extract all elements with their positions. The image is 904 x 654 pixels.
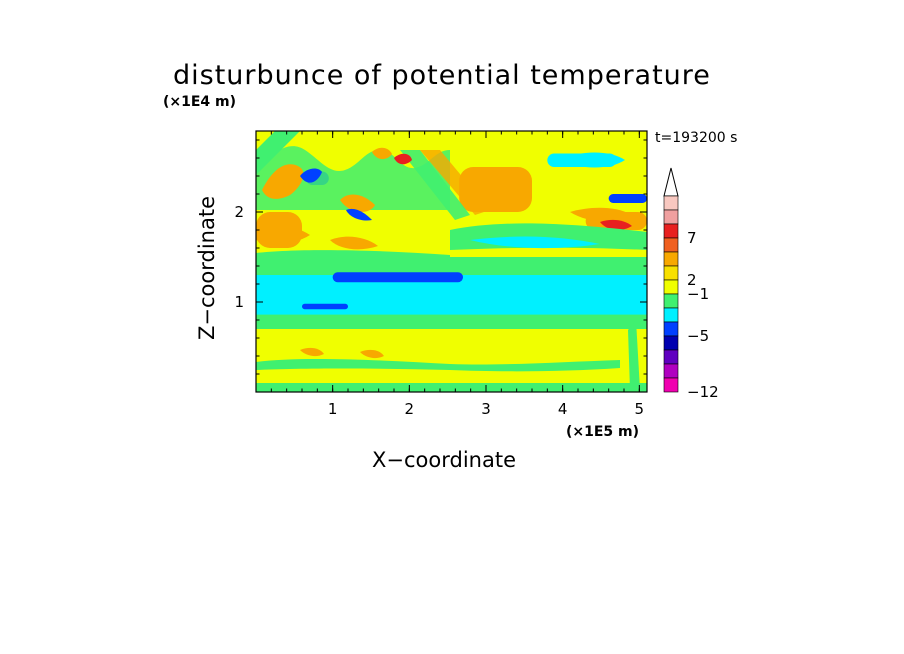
- x-tick-label: 4: [558, 400, 568, 418]
- colorbar-swatch: [663, 363, 679, 379]
- colorbar-swatch: [663, 293, 679, 309]
- colorbar-swatch: [663, 195, 679, 211]
- colorbar-label: −1: [687, 285, 709, 303]
- y-axis-ticks: 12: [234, 139, 647, 375]
- contour-region: [256, 383, 647, 392]
- colorbar-extend-arrow: [663, 167, 679, 197]
- x-tick-label: 2: [405, 400, 415, 418]
- x-tick-label: 3: [481, 400, 491, 418]
- contour-region: [332, 272, 463, 283]
- colorbar-swatch: [663, 251, 679, 267]
- plot-frame: [255, 130, 648, 393]
- contour-region: [256, 329, 647, 388]
- contour-region: [302, 303, 348, 310]
- y-tick-label: 1: [234, 293, 244, 311]
- time-label: t=193200 s: [655, 130, 738, 146]
- colorbar-swatch: [663, 335, 679, 351]
- x-axis-ticks: 1 2 3 4 5: [270, 131, 645, 418]
- contour-region: [256, 314, 647, 329]
- x-axis-label: X−coordinate: [372, 448, 516, 472]
- colorbar-swatch: [663, 209, 679, 225]
- contour-details: [256, 131, 647, 390]
- x-tick-label: 5: [635, 400, 645, 418]
- colorbar-label: −5: [687, 327, 709, 345]
- colorbar-label: −12: [687, 383, 719, 401]
- y-unit-label: (×1E4 m): [163, 94, 237, 110]
- colorbar-swatch: [663, 377, 679, 393]
- colorbar-label: 2: [687, 271, 697, 289]
- contour-region: [256, 257, 647, 275]
- colorbar-swatch: [663, 237, 679, 253]
- colorbar-swatch: [663, 307, 679, 323]
- contour-region: [608, 194, 647, 203]
- x-tick-label: 1: [328, 400, 338, 418]
- colorbar-swatch: [663, 279, 679, 295]
- colorbar-swatch: [663, 223, 679, 239]
- colorbar-label: 7: [687, 229, 697, 247]
- colorbar-swatch: [663, 349, 679, 365]
- plot-area: [256, 131, 647, 392]
- colorbar-swatch: [663, 321, 679, 337]
- colorbar: 7 2−1 −5 −12: [663, 167, 719, 401]
- colorbar-swatch: [663, 265, 679, 281]
- y-tick-label: 2: [234, 203, 244, 221]
- chart-title: disturbunce of potential temperature: [173, 60, 711, 91]
- x-unit-label: (×1E5 m): [566, 424, 640, 440]
